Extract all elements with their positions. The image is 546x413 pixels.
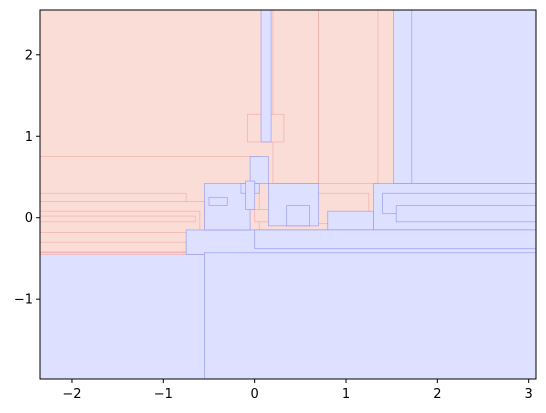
region-a-21 (286, 205, 310, 227)
x-tick-label-1: −1 (154, 387, 173, 402)
y-tick-label-1: 0 (25, 211, 33, 226)
y-tick-label-2: 1 (25, 130, 33, 145)
x-tick-label-2: 0 (251, 387, 259, 402)
x-tick-label-5: 3 (525, 387, 533, 402)
region-a-22 (327, 210, 374, 231)
region-a-27 (208, 196, 228, 206)
region-a-16 (204, 252, 536, 379)
y-tick-label-0: −1 (14, 293, 33, 308)
x-axis: −2 −1 0 1 2 3 (62, 379, 533, 402)
region-b-8 (318, 10, 379, 184)
x-tick-label-0: −2 (62, 387, 81, 402)
region-a-12 (400, 10, 536, 184)
region-a-28 (254, 229, 536, 250)
x-tick-label-4: 2 (433, 387, 441, 402)
region-a-13 (393, 10, 413, 184)
region-a-18 (249, 156, 269, 184)
decision-regions (40, 10, 536, 379)
region-a-26 (245, 180, 256, 210)
y-tick-label-3: 2 (25, 48, 33, 63)
region-a-25 (395, 205, 536, 223)
plot-frame (39, 9, 537, 380)
x-tick-label-3: 1 (342, 387, 350, 402)
y-axis: −1 0 1 2 (14, 48, 40, 308)
region-b-7 (272, 10, 319, 184)
region-a-14 (260, 10, 272, 143)
region-b-6 (40, 215, 196, 223)
